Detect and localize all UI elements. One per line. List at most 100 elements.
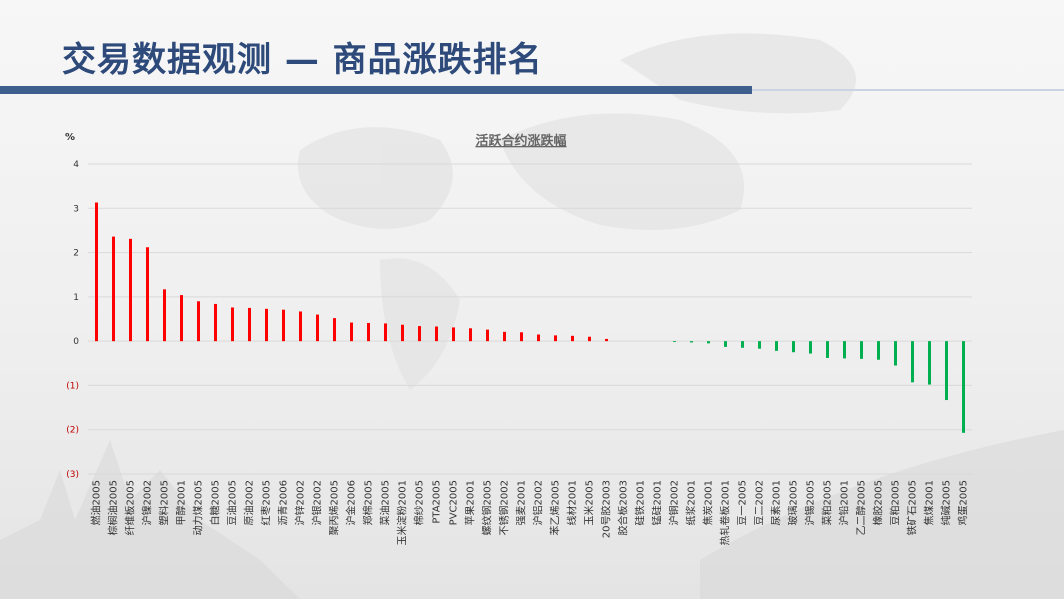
bar [95, 202, 98, 342]
x-category-label: 焦炭2001 [702, 480, 715, 525]
x-category-label: PVC2005 [449, 480, 460, 525]
bar [163, 289, 166, 342]
x-category-label: 沪锌2002 [294, 480, 307, 525]
bar [129, 238, 132, 342]
bar [112, 236, 115, 342]
x-category-label: 纤维板2005 [124, 480, 137, 535]
bar [503, 331, 506, 342]
x-category-label: 热轧卷板2001 [719, 480, 732, 545]
bar [367, 322, 370, 342]
bar [877, 341, 880, 360]
y-tick-label: 0 [73, 337, 79, 347]
x-category-label: 强麦2001 [516, 480, 528, 525]
x-category-label: 白糖2005 [209, 480, 222, 525]
bar [299, 311, 302, 342]
bar [911, 341, 914, 383]
x-category-label: 动力煤2005 [192, 480, 205, 535]
x-category-label: 郑棉2005 [362, 480, 375, 525]
bar [231, 307, 234, 342]
bar [316, 314, 319, 342]
bar [826, 341, 829, 358]
x-category-label: 胶合板2003 [617, 480, 630, 535]
bar [928, 341, 931, 385]
x-category-label: 沪金2006 [345, 480, 358, 525]
x-category-label: 螺纹钢2005 [481, 480, 494, 535]
x-category-label: 沥青2006 [277, 480, 290, 525]
bar [571, 335, 574, 342]
bar [282, 309, 285, 342]
title-underline-bar [0, 86, 752, 94]
bar [673, 341, 676, 343]
bar [605, 338, 608, 342]
y-tick-label: 2 [73, 249, 79, 259]
bar [333, 318, 336, 342]
bar [741, 341, 744, 348]
x-category-label: 线材2001 [566, 480, 579, 525]
x-category-label: 红枣2005 [260, 480, 273, 525]
x-category-label: 棉纱2005 [413, 480, 426, 525]
x-category-label: 尿素2001 [770, 480, 783, 525]
title-underline-light [752, 89, 1064, 91]
x-category-label: 沪铝2002 [532, 480, 545, 525]
x-category-label: 橡胶2005 [872, 480, 885, 525]
bar [452, 327, 455, 342]
bar [350, 322, 353, 342]
x-category-label: 鸡蛋2005 [957, 480, 970, 525]
x-category-label: 焦煤2001 [923, 480, 936, 525]
bar [894, 341, 897, 366]
page-title: 交易数据观测 — 商品涨跌排名 [62, 40, 543, 80]
x-category-label: 玻璃2005 [787, 480, 800, 525]
bar [792, 341, 795, 353]
x-category-label: 玉米淀粉2001 [396, 480, 409, 545]
x-category-label: 苯乙烯2005 [549, 480, 562, 535]
bar [945, 341, 948, 401]
bar [146, 247, 149, 342]
x-category-label: 沪镍2002 [141, 480, 154, 525]
y-tick-label: (1) [66, 381, 79, 391]
y-tick-label: 3 [73, 204, 79, 214]
x-category-label: 纯碱2005 [940, 480, 953, 525]
bar [197, 301, 200, 342]
bar [843, 341, 846, 359]
x-category-label: 菜粕2005 [821, 480, 834, 525]
bar [384, 323, 387, 342]
x-category-label: 苹果2001 [464, 480, 477, 525]
x-category-label: PTA2005 [432, 480, 443, 524]
x-category-label: 沪银2002 [311, 480, 324, 525]
x-category-label: 甲醇2001 [175, 480, 188, 525]
x-category-label: 豆二2002 [754, 480, 766, 525]
bar [588, 336, 591, 342]
bar [265, 308, 268, 342]
x-category-label: 沪铜2002 [668, 480, 681, 525]
x-category-label: 豆油2005 [226, 480, 239, 525]
x-category-label: 纸浆2001 [685, 480, 698, 525]
y-tick-label: 4 [73, 160, 79, 170]
bar [962, 341, 965, 433]
bar [248, 307, 251, 342]
bar [724, 341, 727, 347]
y-tick-label: 1 [73, 293, 79, 303]
x-category-label: 玉米2005 [583, 480, 596, 525]
bar [401, 324, 404, 342]
x-category-label: 沪铅2001 [838, 480, 851, 525]
bar [418, 326, 421, 342]
x-category-label: 20号胶2003 [600, 480, 613, 538]
bar [435, 326, 438, 342]
x-category-label: 豆粕2005 [889, 480, 902, 525]
x-category-label: 聚丙烯2005 [328, 480, 341, 535]
bar [214, 303, 217, 342]
x-category-label: 豆一2005 [737, 480, 749, 525]
x-category-label: 棕榈油2005 [107, 480, 120, 535]
x-category-label: 沪锡2005 [804, 480, 817, 525]
bar [860, 341, 863, 359]
bar [469, 328, 472, 342]
bar [758, 341, 761, 349]
x-category-label: 铁矿石2005 [906, 480, 919, 535]
x-category-label: 菜油2005 [379, 480, 392, 525]
bar [707, 341, 710, 344]
x-category-label: 乙二醇2005 [855, 480, 868, 535]
chart-title: 活跃合约涨跌幅 [475, 133, 566, 149]
bar [775, 341, 778, 351]
x-category-label: 硅铁2001 [634, 480, 647, 525]
